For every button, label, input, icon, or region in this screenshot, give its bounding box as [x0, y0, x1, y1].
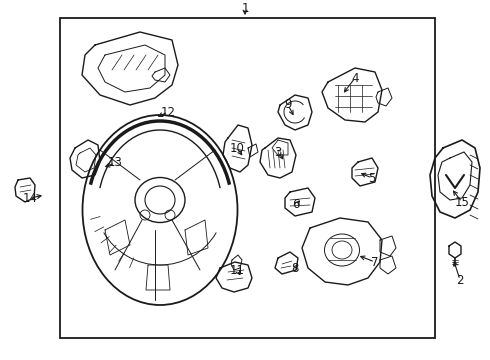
Text: 4: 4	[351, 72, 359, 85]
Text: 9: 9	[284, 99, 292, 112]
Text: 10: 10	[229, 141, 245, 154]
Text: 13: 13	[108, 157, 122, 170]
Text: 7: 7	[371, 256, 379, 269]
Bar	[60, 18, 435, 338]
Text: 3: 3	[274, 145, 282, 158]
Text: 2: 2	[456, 274, 464, 287]
Text: 11: 11	[229, 264, 245, 276]
Text: 14: 14	[23, 192, 38, 204]
Text: 12: 12	[161, 105, 175, 118]
Text: 15: 15	[455, 195, 469, 208]
Text: 1: 1	[241, 1, 249, 14]
Text: 8: 8	[292, 261, 299, 274]
Text: 6: 6	[292, 198, 300, 211]
Text: 5: 5	[368, 171, 376, 184]
